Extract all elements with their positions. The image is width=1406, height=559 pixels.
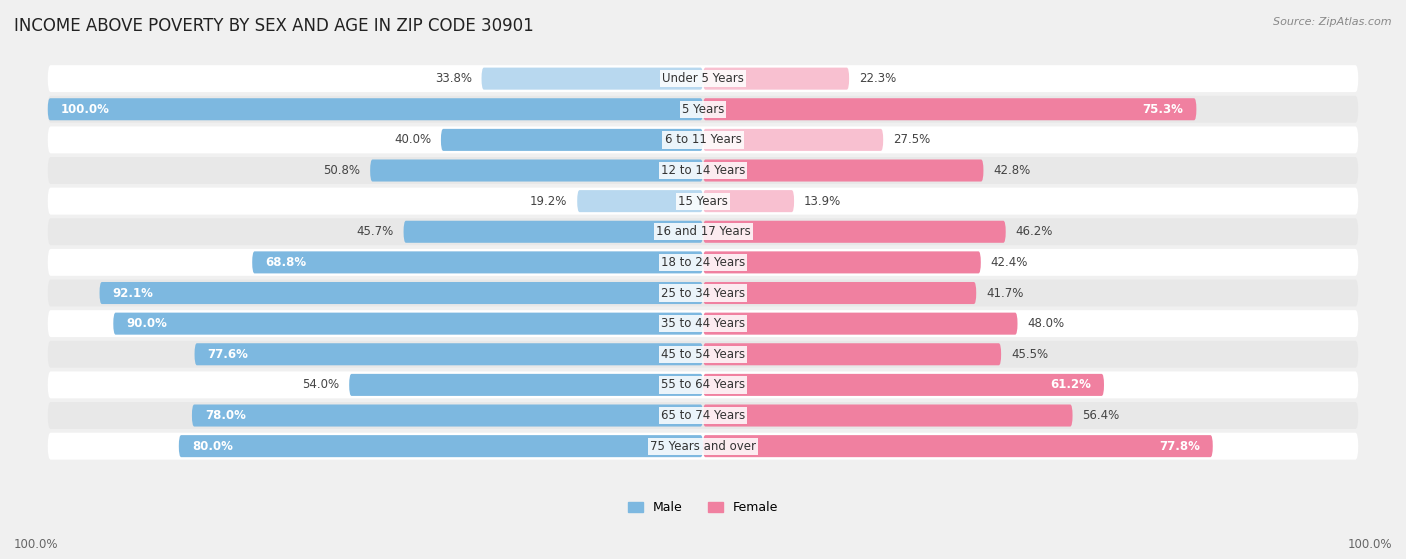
Text: 13.9%: 13.9% bbox=[804, 195, 841, 207]
Text: 100.0%: 100.0% bbox=[60, 103, 110, 116]
Text: 18 to 24 Years: 18 to 24 Years bbox=[661, 256, 745, 269]
Text: 77.8%: 77.8% bbox=[1159, 439, 1199, 453]
Text: 35 to 44 Years: 35 to 44 Years bbox=[661, 317, 745, 330]
Text: 92.1%: 92.1% bbox=[112, 287, 153, 300]
Text: 100.0%: 100.0% bbox=[1347, 538, 1392, 551]
FancyBboxPatch shape bbox=[703, 282, 976, 304]
Text: 90.0%: 90.0% bbox=[127, 317, 167, 330]
FancyBboxPatch shape bbox=[48, 371, 1358, 399]
Text: Source: ZipAtlas.com: Source: ZipAtlas.com bbox=[1274, 17, 1392, 27]
Text: 40.0%: 40.0% bbox=[394, 134, 432, 146]
FancyBboxPatch shape bbox=[703, 190, 794, 212]
FancyBboxPatch shape bbox=[114, 312, 703, 335]
FancyBboxPatch shape bbox=[48, 96, 1358, 123]
FancyBboxPatch shape bbox=[48, 310, 1358, 337]
FancyBboxPatch shape bbox=[48, 188, 1358, 215]
Text: 19.2%: 19.2% bbox=[530, 195, 568, 207]
FancyBboxPatch shape bbox=[703, 374, 1104, 396]
Text: INCOME ABOVE POVERTY BY SEX AND AGE IN ZIP CODE 30901: INCOME ABOVE POVERTY BY SEX AND AGE IN Z… bbox=[14, 17, 534, 35]
FancyBboxPatch shape bbox=[48, 65, 1358, 92]
Text: 45.7%: 45.7% bbox=[357, 225, 394, 238]
Text: 68.8%: 68.8% bbox=[266, 256, 307, 269]
FancyBboxPatch shape bbox=[100, 282, 703, 304]
Text: 77.6%: 77.6% bbox=[208, 348, 249, 361]
Text: 15 Years: 15 Years bbox=[678, 195, 728, 207]
FancyBboxPatch shape bbox=[48, 402, 1358, 429]
FancyBboxPatch shape bbox=[48, 98, 703, 120]
FancyBboxPatch shape bbox=[404, 221, 703, 243]
Text: 61.2%: 61.2% bbox=[1050, 378, 1091, 391]
Text: 12 to 14 Years: 12 to 14 Years bbox=[661, 164, 745, 177]
FancyBboxPatch shape bbox=[48, 249, 1358, 276]
Text: 56.4%: 56.4% bbox=[1083, 409, 1119, 422]
FancyBboxPatch shape bbox=[349, 374, 703, 396]
Text: 55 to 64 Years: 55 to 64 Years bbox=[661, 378, 745, 391]
Text: 54.0%: 54.0% bbox=[302, 378, 339, 391]
FancyBboxPatch shape bbox=[578, 190, 703, 212]
Text: 6 to 11 Years: 6 to 11 Years bbox=[665, 134, 741, 146]
FancyBboxPatch shape bbox=[703, 312, 1018, 335]
Text: 25 to 34 Years: 25 to 34 Years bbox=[661, 287, 745, 300]
FancyBboxPatch shape bbox=[48, 218, 1358, 245]
FancyBboxPatch shape bbox=[703, 159, 983, 182]
Text: 80.0%: 80.0% bbox=[191, 439, 233, 453]
Text: 65 to 74 Years: 65 to 74 Years bbox=[661, 409, 745, 422]
FancyBboxPatch shape bbox=[370, 159, 703, 182]
Text: 16 and 17 Years: 16 and 17 Years bbox=[655, 225, 751, 238]
FancyBboxPatch shape bbox=[48, 157, 1358, 184]
Text: 27.5%: 27.5% bbox=[893, 134, 931, 146]
Text: 48.0%: 48.0% bbox=[1028, 317, 1064, 330]
FancyBboxPatch shape bbox=[703, 252, 981, 273]
FancyBboxPatch shape bbox=[703, 405, 1073, 427]
FancyBboxPatch shape bbox=[48, 341, 1358, 368]
FancyBboxPatch shape bbox=[191, 405, 703, 427]
Text: 50.8%: 50.8% bbox=[323, 164, 360, 177]
FancyBboxPatch shape bbox=[48, 280, 1358, 306]
FancyBboxPatch shape bbox=[194, 343, 703, 365]
Text: Under 5 Years: Under 5 Years bbox=[662, 72, 744, 85]
Text: 75.3%: 75.3% bbox=[1143, 103, 1184, 116]
Text: 46.2%: 46.2% bbox=[1015, 225, 1053, 238]
FancyBboxPatch shape bbox=[441, 129, 703, 151]
FancyBboxPatch shape bbox=[703, 435, 1213, 457]
FancyBboxPatch shape bbox=[179, 435, 703, 457]
Text: 45.5%: 45.5% bbox=[1011, 348, 1047, 361]
Legend: Male, Female: Male, Female bbox=[628, 501, 778, 514]
FancyBboxPatch shape bbox=[48, 433, 1358, 459]
Text: 5 Years: 5 Years bbox=[682, 103, 724, 116]
Text: 41.7%: 41.7% bbox=[986, 287, 1024, 300]
FancyBboxPatch shape bbox=[703, 221, 1005, 243]
Text: 100.0%: 100.0% bbox=[14, 538, 59, 551]
FancyBboxPatch shape bbox=[252, 252, 703, 273]
Text: 75 Years and over: 75 Years and over bbox=[650, 439, 756, 453]
FancyBboxPatch shape bbox=[48, 126, 1358, 153]
Text: 33.8%: 33.8% bbox=[434, 72, 471, 85]
FancyBboxPatch shape bbox=[703, 343, 1001, 365]
FancyBboxPatch shape bbox=[703, 98, 1197, 120]
FancyBboxPatch shape bbox=[703, 129, 883, 151]
Text: 42.4%: 42.4% bbox=[991, 256, 1028, 269]
Text: 22.3%: 22.3% bbox=[859, 72, 896, 85]
Text: 45 to 54 Years: 45 to 54 Years bbox=[661, 348, 745, 361]
FancyBboxPatch shape bbox=[703, 68, 849, 89]
FancyBboxPatch shape bbox=[481, 68, 703, 89]
Text: 78.0%: 78.0% bbox=[205, 409, 246, 422]
Text: 42.8%: 42.8% bbox=[993, 164, 1031, 177]
